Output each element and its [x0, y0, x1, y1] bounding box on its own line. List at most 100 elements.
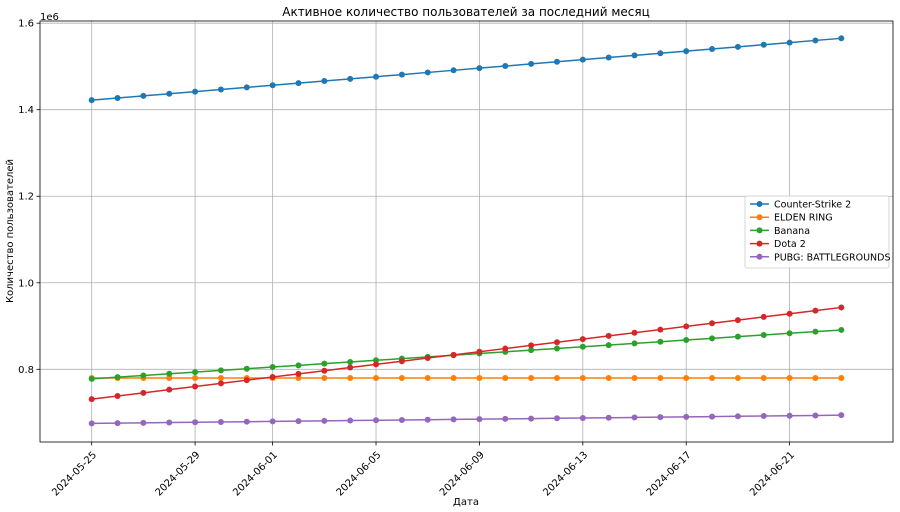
data-point [295, 418, 302, 425]
series-line [91, 414, 842, 425]
x-tick-label: 2024-06-21 [748, 450, 797, 499]
data-point [812, 37, 819, 44]
data-point [373, 417, 380, 424]
data-point [398, 416, 405, 423]
data-point [140, 389, 147, 396]
data-point [553, 345, 560, 352]
data-point [605, 414, 612, 421]
data-point [838, 326, 845, 333]
data-point [631, 329, 638, 336]
data-point [605, 342, 612, 349]
data-point [812, 374, 819, 381]
data-point [734, 333, 741, 340]
data-point [760, 374, 767, 381]
data-point [838, 35, 845, 42]
data-point [166, 374, 173, 381]
data-point [476, 65, 483, 72]
data-point [528, 347, 535, 354]
x-tick-label: 2024-05-25 [50, 450, 99, 499]
data-point [269, 418, 276, 425]
data-point [709, 335, 716, 342]
data-point [734, 43, 741, 50]
data-point [812, 307, 819, 314]
data-point [734, 374, 741, 381]
data-point [424, 355, 431, 362]
legend-marker [756, 240, 763, 247]
data-point [424, 374, 431, 381]
data-point [502, 63, 509, 70]
data-point [398, 71, 405, 78]
data-point [321, 367, 328, 374]
data-point [631, 340, 638, 347]
data-point [657, 326, 664, 333]
series [88, 35, 845, 104]
data-point [347, 417, 354, 424]
legend-label: Dota 2 [774, 239, 806, 250]
data-point [269, 374, 276, 381]
chart-title: Активное количество пользователей за пос… [282, 5, 650, 19]
data-point [114, 393, 121, 399]
data-point [786, 330, 793, 337]
data-point [786, 374, 793, 381]
data-point [192, 369, 199, 376]
data-point [321, 417, 328, 424]
data-point [605, 374, 612, 381]
data-point [166, 419, 173, 426]
data-point [476, 416, 483, 423]
data-point [709, 374, 716, 381]
data-point [709, 45, 716, 52]
data-point [295, 370, 302, 377]
x-tick-label: 2024-06-05 [335, 450, 384, 499]
data-point [321, 77, 328, 84]
data-point [553, 339, 560, 346]
data-point [760, 41, 767, 48]
data-point [424, 69, 431, 76]
data-point [217, 418, 224, 425]
data-point [114, 374, 121, 381]
data-point [709, 413, 716, 420]
data-point [217, 380, 224, 387]
x-tick-label: 2024-06-17 [645, 450, 694, 499]
data-point [579, 56, 586, 63]
data-point [243, 365, 250, 372]
data-point [786, 412, 793, 419]
data-point [347, 364, 354, 371]
data-point [192, 383, 199, 390]
data-point [88, 97, 95, 104]
data-point [373, 374, 380, 381]
data-point [217, 86, 224, 93]
data-point [553, 374, 560, 381]
data-point [424, 416, 431, 423]
data-point [166, 370, 173, 377]
data-point [373, 73, 380, 80]
data-point [243, 84, 250, 91]
data-point [192, 374, 199, 381]
data-point [450, 351, 457, 358]
data-point [683, 337, 690, 344]
data-point [114, 420, 121, 427]
data-point [476, 348, 483, 355]
legend: Counter-Strike 2 ELDEN RING Banana Dota 2 PU… [744, 195, 890, 269]
series [88, 326, 845, 382]
data-point [295, 362, 302, 369]
legend-label: PUBG: BATTLEGROUNDS [774, 252, 890, 263]
data-point [631, 52, 638, 59]
y-tick-label: 1.0 [18, 278, 34, 289]
x-tick-label: 2024-06-01 [231, 450, 280, 499]
data-point [347, 358, 354, 365]
data-point [502, 415, 509, 422]
legend-marker [756, 227, 763, 234]
data-point [88, 396, 95, 403]
data-point [166, 386, 173, 393]
data-point [502, 374, 509, 381]
data-point [786, 310, 793, 317]
data-point [528, 60, 535, 67]
data-point [553, 58, 560, 65]
data-point [269, 82, 276, 89]
data-point [88, 375, 95, 382]
data-point [140, 372, 147, 379]
data-point [760, 331, 767, 338]
series [88, 304, 845, 403]
data-point [838, 412, 845, 419]
